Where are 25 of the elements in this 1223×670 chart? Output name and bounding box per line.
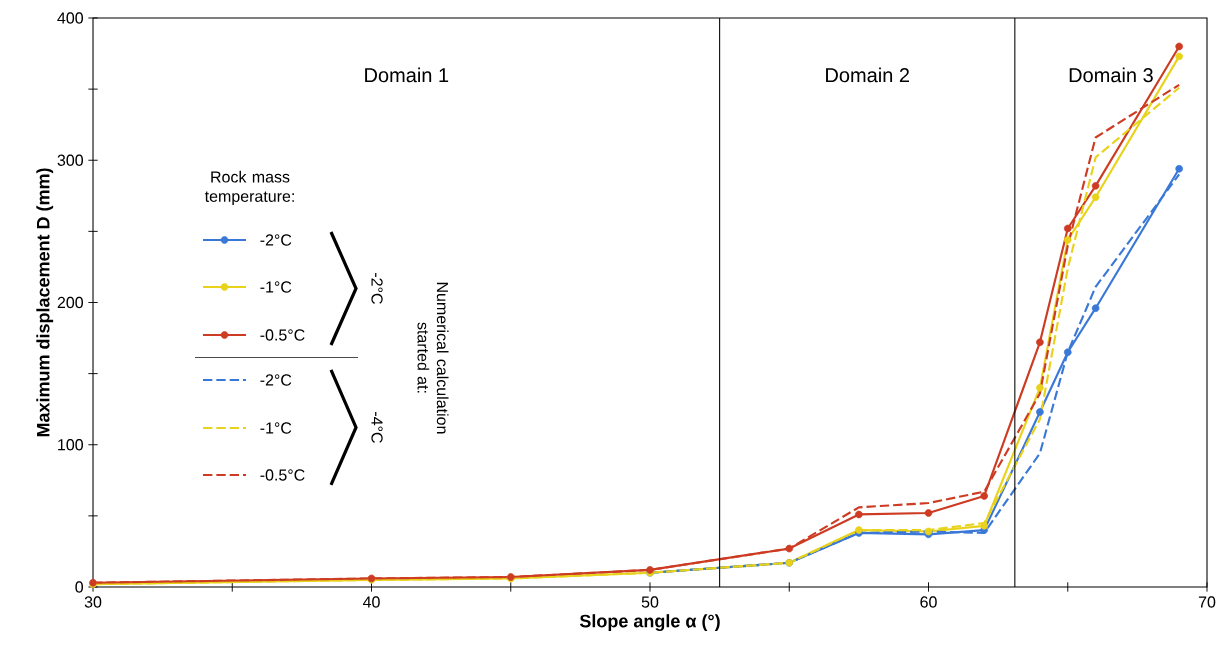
y-tick-label: 400: [57, 12, 84, 24]
x-axis-title: Slope angle α (°): [579, 614, 720, 632]
annotation: Domain 2: [826, 67, 909, 83]
x-tick-label: 50: [641, 596, 659, 608]
y-tick-label: 100: [58, 439, 84, 451]
legend-label: -1°C: [260, 422, 292, 434]
y-axis-title: Maximum displacement D (mm): [36, 168, 54, 437]
annotation: -2°C: [371, 273, 383, 304]
legend-label: -2°C: [260, 234, 292, 246]
legend-label: -2°C: [260, 374, 292, 386]
y-tick-label: 300: [57, 154, 84, 166]
annotation: Domain 3: [1069, 67, 1153, 83]
legend-label: -1°C: [260, 281, 292, 293]
x-tick-label: 30: [84, 596, 102, 608]
x-tick-label: 40: [362, 596, 380, 608]
annotation: Domain 1: [365, 67, 449, 83]
annotation: -4°C: [371, 412, 383, 443]
legend-label: -0.5°C: [260, 329, 305, 341]
y-tick-label: 200: [57, 296, 84, 309]
annotation: Numerical calculation started at:: [417, 282, 449, 434]
legend-label: -0.5°C: [260, 469, 305, 481]
legend-title: Rock mass temperature:: [204, 170, 294, 206]
x-tick-label: 60: [920, 596, 937, 608]
y-tick-label: 0: [75, 581, 84, 593]
x-tick-label: 70: [1198, 596, 1216, 608]
